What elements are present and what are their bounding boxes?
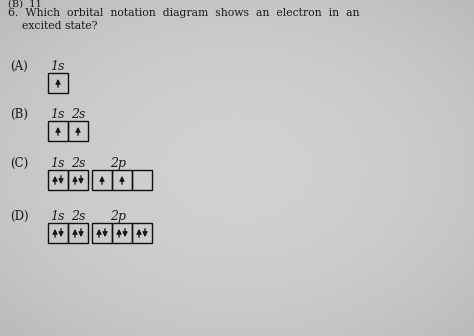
Text: 6.  Which  orbital  notation  diagram  shows  an  electron  in  an: 6. Which orbital notation diagram shows … [8, 8, 359, 18]
Text: (D): (D) [10, 210, 28, 223]
Bar [48, 73, 68, 93]
Text: 2s: 2s [71, 157, 85, 170]
Text: (B)  11: (B) 11 [8, 0, 42, 9]
Text: (B): (B) [10, 108, 28, 121]
Text: (C): (C) [10, 157, 28, 170]
Text: (A): (A) [10, 60, 28, 73]
Bar [112, 170, 132, 190]
Bar [92, 170, 112, 190]
Text: 2p: 2p [110, 157, 126, 170]
Text: 1s: 1s [50, 157, 64, 170]
Bar [68, 121, 88, 141]
Bar [112, 223, 132, 243]
Bar [48, 223, 68, 243]
Text: 1s: 1s [50, 108, 64, 121]
Bar [68, 223, 88, 243]
Text: 2s: 2s [71, 210, 85, 223]
Text: 2s: 2s [71, 108, 85, 121]
Bar [48, 170, 68, 190]
Text: 1s: 1s [50, 60, 64, 73]
Bar [48, 121, 68, 141]
Bar [68, 170, 88, 190]
Text: excited state?: excited state? [8, 21, 98, 31]
Text: 2p: 2p [110, 210, 126, 223]
Text: 1s: 1s [50, 210, 64, 223]
Bar [132, 223, 152, 243]
Bar [132, 170, 152, 190]
Bar [92, 223, 112, 243]
